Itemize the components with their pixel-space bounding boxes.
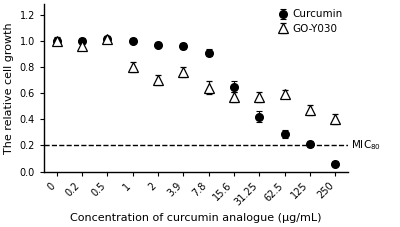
- Legend: Curcumin, GO-Y030: Curcumin, GO-Y030: [274, 5, 347, 38]
- Text: MIC$_{80}$: MIC$_{80}$: [351, 138, 381, 152]
- Y-axis label: The relative cell growth: The relative cell growth: [4, 22, 14, 154]
- X-axis label: Concentration of curcumin analogue (μg/mL): Concentration of curcumin analogue (μg/m…: [70, 213, 322, 223]
